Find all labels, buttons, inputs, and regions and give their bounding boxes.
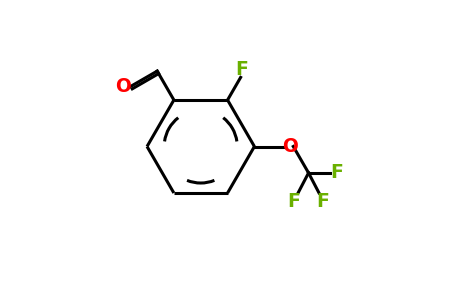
Text: F: F bbox=[288, 192, 301, 211]
Text: O: O bbox=[115, 77, 131, 96]
Text: F: F bbox=[330, 163, 343, 182]
Text: F: F bbox=[235, 60, 247, 79]
Text: F: F bbox=[317, 192, 329, 211]
Text: O: O bbox=[282, 137, 298, 156]
